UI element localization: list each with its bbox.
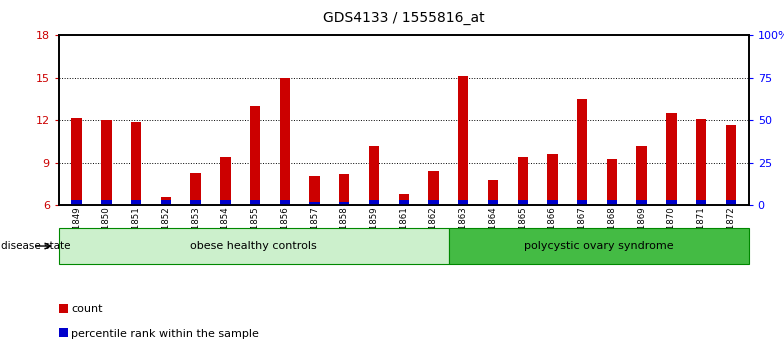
Bar [448,228,749,264]
Bar [428,171,439,205]
Bar [101,200,111,205]
Bar [517,200,528,205]
Bar [607,200,617,205]
Bar [637,200,647,205]
Bar [250,200,260,205]
Bar [726,200,736,205]
Bar [666,200,677,205]
Bar [161,197,171,205]
Bar [398,200,409,205]
Bar [280,200,290,205]
Bar [59,228,448,264]
Bar [696,200,706,205]
Bar [666,113,677,205]
Bar [637,146,647,205]
Bar [339,202,350,205]
Bar [191,173,201,205]
Bar [220,200,230,205]
Bar [71,118,82,205]
Bar [517,157,528,205]
Bar [368,200,379,205]
Bar [577,99,587,205]
Text: disease state: disease state [1,241,71,251]
Bar [310,202,320,205]
Bar [547,200,557,205]
Text: polycystic ovary syndrome: polycystic ovary syndrome [524,241,673,251]
Bar [71,200,82,205]
Bar [547,154,557,205]
Bar [607,159,617,205]
Text: count: count [71,304,103,314]
Bar [398,194,409,205]
Bar [161,200,171,205]
Text: percentile rank within the sample: percentile rank within the sample [71,329,259,339]
Bar [131,122,141,205]
Text: obese healthy controls: obese healthy controls [191,241,318,251]
Bar [191,200,201,205]
Bar [368,146,379,205]
Bar [59,329,67,337]
Bar [458,76,468,205]
Bar [339,174,350,205]
Bar [488,180,498,205]
Bar [131,200,141,205]
Bar [428,200,439,205]
Bar [310,176,320,205]
Bar [577,200,587,205]
Bar [59,304,67,313]
Bar [101,120,111,205]
Bar [726,125,736,205]
Bar [220,157,230,205]
Bar [696,119,706,205]
Bar [488,200,498,205]
Bar [280,78,290,205]
Bar [458,200,468,205]
Bar [250,106,260,205]
Text: GDS4133 / 1555816_at: GDS4133 / 1555816_at [323,11,485,25]
